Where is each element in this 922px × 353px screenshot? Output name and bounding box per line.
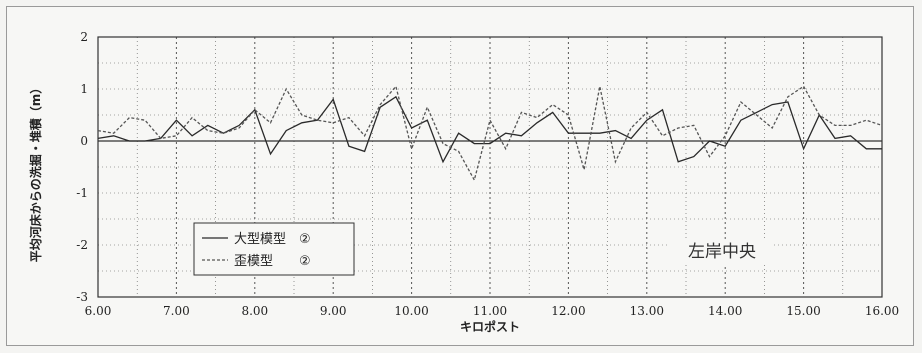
y-tick-label: 2 bbox=[80, 30, 88, 44]
tick-labels: 6.00 7.00 8.00 9.00 10.00 11.00 12.00 13.00 14.0… bbox=[76, 30, 899, 318]
y-axis-label: 平均河床からの洗掘・堆積（m） bbox=[28, 82, 43, 263]
x-tick-label: 12.00 bbox=[551, 304, 585, 318]
x-tick-label: 11.00 bbox=[473, 304, 507, 318]
x-tick-label: 10.00 bbox=[394, 304, 428, 318]
annotation-left-bank-center: 左岸中央 bbox=[688, 242, 756, 262]
series-large-model-line bbox=[97, 95, 882, 164]
y-tick-label: -1 bbox=[76, 186, 88, 200]
legend-label-distorted-model: 歪模型 ② bbox=[234, 254, 311, 269]
x-tick-label: 13.00 bbox=[630, 304, 664, 318]
x-tick-label: 9.00 bbox=[320, 304, 347, 318]
chart-frame bbox=[6, 6, 914, 346]
y-tick-label: -2 bbox=[76, 238, 88, 252]
y-tick-label: 0 bbox=[80, 134, 88, 148]
x-tick-label: 15.00 bbox=[786, 304, 820, 318]
y-tick-label: 1 bbox=[80, 82, 88, 96]
x-axis-label: キロポスト bbox=[460, 319, 520, 334]
plot-area bbox=[97, 36, 883, 298]
series-layer bbox=[97, 85, 883, 182]
annotation-background bbox=[670, 240, 774, 264]
x-tick-label: 8.00 bbox=[241, 304, 268, 318]
x-tick-label: 16.00 bbox=[865, 304, 899, 318]
y-tick-label: -3 bbox=[76, 290, 88, 304]
x-tick-label: 14.00 bbox=[708, 304, 742, 318]
legend: 大型模型 ② 歪模型 ② bbox=[193, 222, 355, 276]
x-tick-label: 6.00 bbox=[85, 304, 112, 318]
legend-box bbox=[193, 222, 355, 276]
x-tick-label: 7.00 bbox=[163, 304, 190, 318]
legend-label-large-model: 大型模型 ② bbox=[234, 232, 311, 247]
